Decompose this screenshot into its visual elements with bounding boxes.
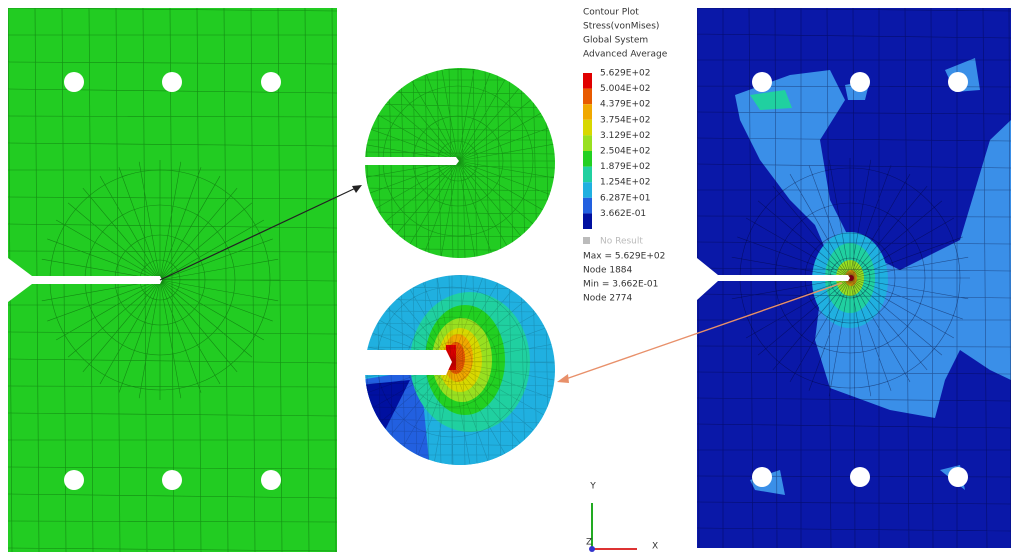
legend-title: Contour Plot (583, 8, 639, 18)
legend-swatch (583, 120, 592, 136)
legend-label: 3.662E-01 (600, 209, 646, 219)
legend-swatch (583, 135, 592, 151)
axis-label: Z (586, 538, 592, 548)
scene: Y X Z Contour Plot Stress(vonMises) Global… (0, 0, 1011, 556)
legend-stat: Node 2774 (583, 294, 633, 304)
legend-label: 5.629E+02 (600, 69, 650, 79)
legend-title: Advanced Average (583, 50, 668, 60)
axis-label: X (652, 542, 658, 552)
legend-label: 3.754E+02 (600, 115, 650, 125)
legend-label: 3.129E+02 (600, 131, 650, 141)
legend-stat: Max = 5.629E+02 (583, 252, 665, 262)
slit (363, 157, 459, 165)
slit (363, 350, 452, 375)
legend-stat: Min = 3.662E-01 (583, 280, 658, 290)
legend-swatch (583, 89, 592, 105)
no-result: No Result (600, 237, 643, 247)
no-result-swatch (583, 237, 590, 244)
legend: Contour Plot Stress(vonMises) Global Syste… (583, 8, 668, 304)
legend-swatch (583, 151, 592, 167)
legend-swatch (583, 182, 592, 198)
legend-label: 1.254E+02 (600, 178, 650, 188)
legend-title: Stress(vonMises) (583, 22, 659, 32)
legend-label: 1.879E+02 (600, 162, 650, 172)
legend-swatch (583, 213, 592, 229)
legend-swatch (583, 167, 592, 183)
legend-swatch (583, 198, 592, 214)
legend-label: 4.379E+02 (600, 100, 650, 110)
legend-swatch (583, 73, 592, 89)
legend-swatch (583, 104, 592, 120)
legend-title: Global System (583, 36, 648, 46)
legend-stat: Node 1884 (583, 266, 633, 276)
legend-label: 2.504E+02 (600, 147, 650, 157)
layout: Y X Z (8, 8, 1011, 552)
legend-label: 6.287E+01 (600, 193, 650, 203)
legend-label: 5.004E+02 (600, 84, 650, 94)
axis-label: Y (589, 482, 596, 492)
arrow-head (557, 374, 569, 383)
